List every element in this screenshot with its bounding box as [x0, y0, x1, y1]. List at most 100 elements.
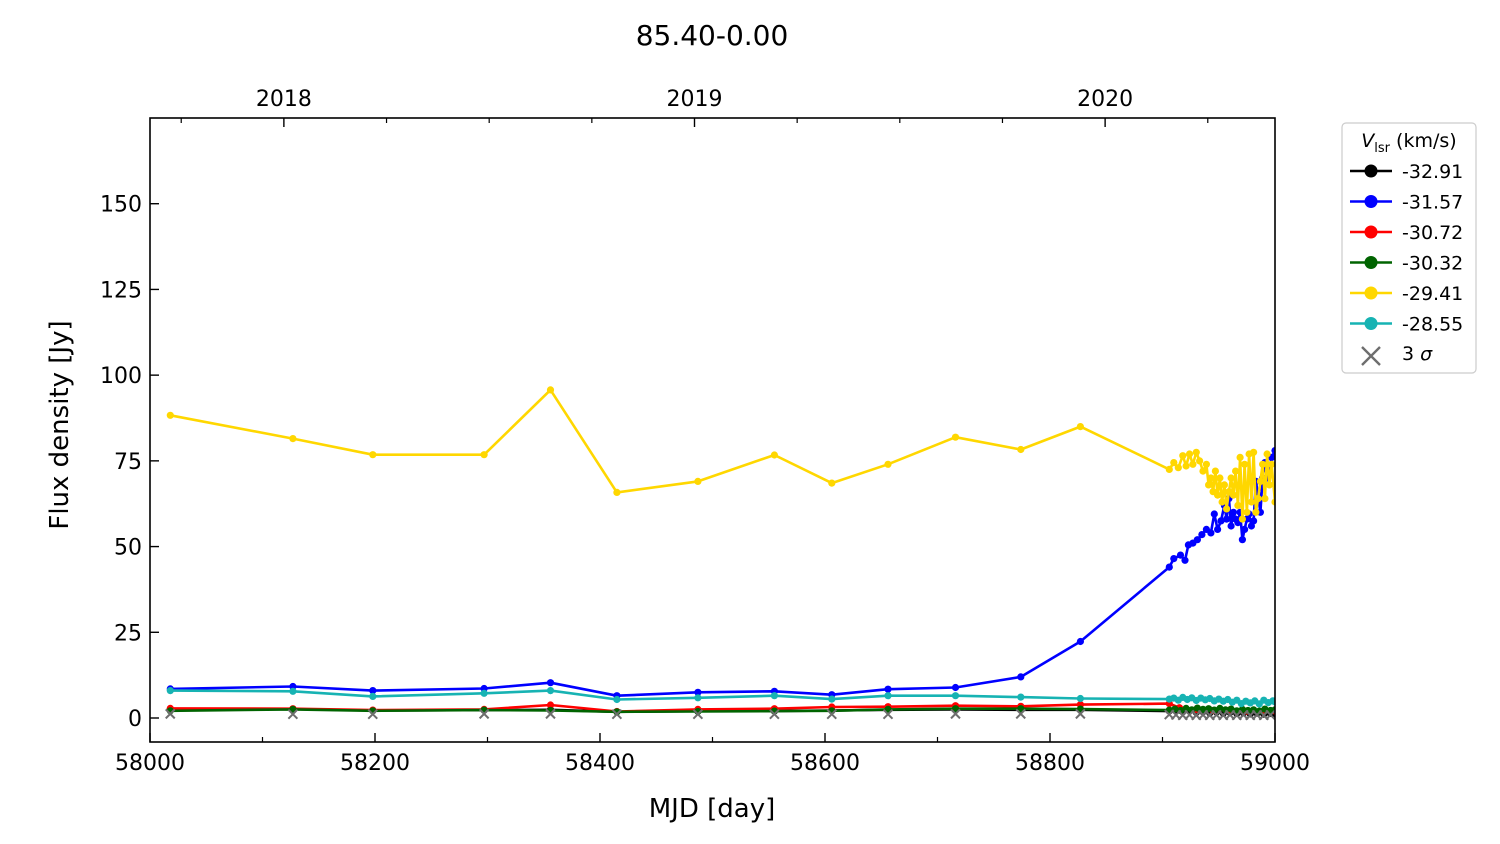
y-tick-label-2: 50	[114, 536, 142, 561]
series-point-1-23	[1210, 510, 1218, 518]
series-point-5-5	[613, 695, 621, 704]
series-group	[165, 386, 1275, 721]
series-point-4-24	[1205, 481, 1213, 489]
legend-label-0: -32.91	[1402, 161, 1463, 183]
series-point-4-0	[166, 411, 174, 419]
series-point-4-22	[1199, 467, 1207, 475]
sigma-marker-2	[367, 709, 378, 720]
series-point-4-39	[1238, 515, 1246, 523]
series-point-4-45	[1252, 508, 1260, 516]
legend-title-unit: (km/s)	[1390, 130, 1457, 152]
legend-label-2: -30.72	[1402, 222, 1463, 244]
series-point-4-52	[1268, 460, 1275, 468]
x-tick-label-1: 58200	[340, 751, 410, 776]
sigma-marker-7	[769, 709, 780, 720]
series-point-4-36	[1232, 467, 1240, 475]
x-tick-label-4: 58800	[1015, 751, 1085, 776]
series-point-4-1	[289, 435, 297, 443]
series-point-4-11	[1017, 445, 1025, 454]
series-point-4-23	[1202, 460, 1210, 468]
legend-sigma-symbol: σ	[1420, 343, 1433, 365]
legend-label-1: -31.57	[1402, 192, 1463, 214]
series-point-5-37	[1271, 698, 1275, 706]
series-point-1-24	[1214, 525, 1222, 534]
y-axis-title: Flux density [Jy]	[45, 320, 75, 529]
y-tick-label-4: 100	[100, 364, 142, 389]
series-point-4-46	[1254, 495, 1262, 503]
x-tick-label-2: 58400	[565, 751, 635, 776]
series-point-1-13	[1165, 563, 1173, 571]
legend-title-subscript: lsr	[1374, 141, 1390, 156]
series-point-1-11	[1017, 673, 1025, 681]
y-tick-label-6: 150	[100, 193, 142, 218]
legend-marker-2	[1364, 225, 1378, 239]
sigma-marker-5	[611, 709, 623, 720]
series-point-4-43	[1247, 498, 1255, 506]
series-point-5-9	[884, 692, 892, 700]
legend-label-5: -28.55	[1402, 314, 1463, 336]
series-point-1-16	[1181, 556, 1189, 564]
series-point-4-49	[1261, 495, 1269, 503]
series-point-4-53	[1271, 498, 1275, 506]
y-tick-label-0: 0	[128, 707, 142, 732]
sigma-marker-8	[826, 709, 837, 720]
legend-sigma-number: 3	[1402, 343, 1420, 365]
series-point-4-21	[1196, 457, 1204, 465]
series-point-4-44	[1250, 448, 1258, 456]
series-point-1-20	[1198, 531, 1206, 539]
sigma-marker-1	[287, 709, 299, 720]
series-point-4-2	[369, 451, 377, 459]
series-point-4-41	[1243, 508, 1251, 516]
series-point-4-19	[1189, 460, 1197, 468]
legend-marker-5	[1364, 317, 1378, 330]
series-point-1-12	[1076, 637, 1084, 646]
sigma-marker-9	[882, 709, 894, 720]
top-tick-label-2: 2020	[1077, 87, 1133, 112]
series-point-5-12	[1076, 694, 1084, 703]
series-point-4-25	[1207, 474, 1215, 482]
x-axis-title: MJD [day]	[649, 794, 776, 824]
series-point-1-25	[1217, 517, 1225, 525]
sigma-marker-11	[1015, 708, 1026, 720]
series-point-4-14	[1170, 459, 1178, 467]
legend-marker-1	[1364, 195, 1378, 208]
legend-marker-4	[1364, 286, 1378, 300]
series-point-5-8	[828, 695, 836, 703]
series-point-1-34	[1238, 536, 1246, 544]
legend-sigma-label: 3 σ	[1402, 343, 1433, 365]
series-point-4-28	[1214, 491, 1222, 499]
series-point-1-30	[1229, 508, 1237, 516]
sigma-marker-12	[1075, 708, 1086, 720]
series-point-5-10	[951, 692, 960, 700]
series-point-5-4	[546, 687, 555, 695]
series-point-1-4	[546, 679, 555, 687]
series-point-4-12	[1076, 423, 1084, 431]
legend-marker-3	[1364, 256, 1378, 269]
series-point-5-7	[770, 692, 779, 700]
series-point-4-31	[1220, 481, 1228, 489]
chart-title: 85.40-0.00	[636, 19, 789, 52]
series-point-5-11	[1017, 693, 1025, 701]
series-point-4-29	[1216, 474, 1224, 482]
plot-area	[165, 386, 1275, 721]
series-point-4-18	[1185, 450, 1194, 458]
x-tick-label-3: 58600	[790, 751, 860, 776]
series-point-5-2	[369, 692, 377, 701]
series-point-5-3	[480, 689, 488, 697]
series-point-1-9	[884, 685, 892, 693]
x-tick-label-0: 58000	[115, 751, 185, 776]
top-tick-label-1: 2019	[667, 87, 723, 112]
series-point-4-13	[1165, 465, 1173, 473]
series-point-4-40	[1241, 460, 1249, 468]
top-tick-label-0: 2018	[256, 87, 312, 112]
series-point-1-29	[1227, 522, 1235, 530]
series-point-4-32	[1223, 505, 1231, 513]
legend-marker-0	[1364, 164, 1378, 178]
series-point-4-8	[828, 479, 836, 487]
series-point-1-15	[1176, 551, 1185, 559]
series-point-5-6	[694, 694, 702, 702]
series-point-4-51	[1265, 481, 1273, 489]
legend-label-3: -30.32	[1402, 253, 1463, 275]
y-tick-label-3: 75	[114, 450, 142, 475]
series-point-4-3	[480, 451, 488, 459]
